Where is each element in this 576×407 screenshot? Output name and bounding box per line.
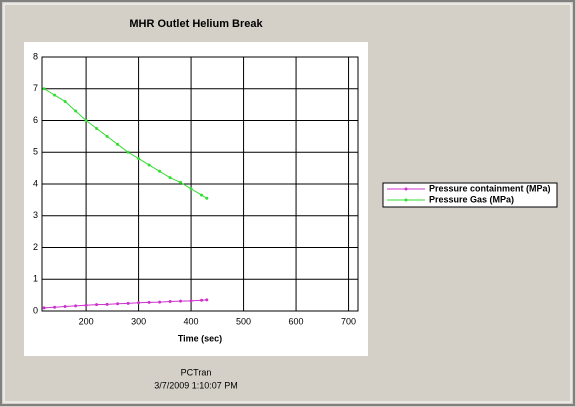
y-tick-label: 0 bbox=[33, 305, 38, 315]
x-tick-label: 600 bbox=[289, 316, 304, 326]
y-tick-label: 1 bbox=[33, 274, 38, 284]
y-tick-label: 8 bbox=[33, 51, 38, 61]
data-point bbox=[63, 305, 67, 309]
data-point bbox=[126, 301, 130, 305]
data-point bbox=[205, 298, 209, 302]
legend-marker bbox=[404, 187, 408, 191]
data-point bbox=[74, 304, 78, 308]
y-tick-label: 5 bbox=[33, 147, 38, 157]
data-point bbox=[42, 87, 46, 91]
footer-text: PCTran bbox=[181, 367, 212, 377]
data-point bbox=[74, 109, 78, 113]
y-tick-label: 4 bbox=[33, 178, 38, 188]
footer-text: 3/7/2009 1:10:07 PM bbox=[154, 380, 238, 390]
data-point bbox=[53, 93, 57, 97]
data-point bbox=[179, 180, 183, 184]
data-point bbox=[189, 187, 193, 191]
data-point bbox=[179, 299, 183, 303]
legend-box bbox=[382, 182, 558, 208]
data-point bbox=[84, 119, 88, 122]
data-point bbox=[147, 300, 151, 304]
data-point bbox=[200, 193, 204, 197]
x-tick-label: 200 bbox=[79, 316, 94, 326]
plot-frame bbox=[41, 56, 359, 312]
data-point bbox=[42, 306, 46, 310]
data-point bbox=[116, 142, 120, 146]
data-point bbox=[200, 298, 204, 302]
x-tick-label: 400 bbox=[184, 316, 199, 326]
data-point bbox=[105, 134, 109, 138]
data-point bbox=[205, 196, 209, 200]
y-tick-label: 2 bbox=[33, 242, 38, 252]
x-tick-label: 500 bbox=[236, 316, 251, 326]
data-point bbox=[189, 299, 193, 303]
y-tick-label: 6 bbox=[33, 115, 38, 125]
legend-label: Pressure containment (MPa) bbox=[429, 183, 551, 193]
chart-title: MHR Outlet Helium Break bbox=[129, 18, 263, 30]
x-axis-label: Time (sec) bbox=[178, 333, 222, 343]
legend-marker bbox=[404, 198, 408, 202]
data-point bbox=[105, 302, 109, 306]
data-point bbox=[95, 126, 99, 130]
data-point bbox=[168, 176, 172, 180]
data-point bbox=[147, 163, 151, 167]
data-point bbox=[168, 299, 172, 303]
plot-background bbox=[24, 42, 368, 356]
data-point bbox=[53, 305, 57, 309]
x-tick-label: 300 bbox=[131, 316, 146, 326]
data-point bbox=[158, 169, 162, 173]
x-tick-label: 700 bbox=[341, 316, 356, 326]
data-point bbox=[84, 303, 88, 307]
data-point bbox=[116, 302, 120, 306]
data-point bbox=[126, 150, 130, 154]
data-point bbox=[95, 303, 99, 307]
y-tick-label: 3 bbox=[33, 210, 38, 220]
data-point bbox=[158, 300, 162, 304]
window-inner-border bbox=[3, 3, 572, 403]
y-tick-label: 7 bbox=[33, 83, 38, 93]
data-point bbox=[63, 99, 67, 103]
data-point bbox=[137, 301, 141, 305]
legend-label: Pressure Gas (MPa) bbox=[429, 194, 514, 204]
data-point bbox=[137, 157, 141, 161]
